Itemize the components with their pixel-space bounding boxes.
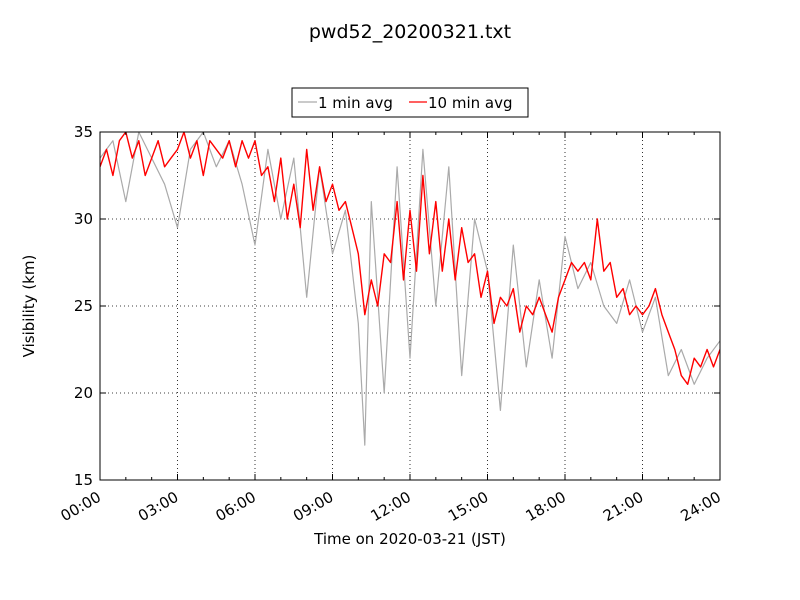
x-axis-label: Time on 2020-03-21 (JST) — [313, 530, 506, 548]
x-tick-label: 09:00 — [290, 488, 336, 525]
legend: 1 min avg 10 min avg — [291, 87, 529, 118]
x-tick-label: 06:00 — [213, 488, 259, 525]
y-tick-label: 30 — [74, 210, 93, 228]
x-tick-label: 12:00 — [368, 488, 414, 525]
x-tick-label: 03:00 — [135, 488, 181, 525]
y-tick-label: 25 — [74, 297, 93, 315]
series-line-10-min-avg — [100, 132, 720, 385]
x-tick-label: 18:00 — [523, 488, 569, 525]
x-tick-label: 24:00 — [678, 488, 724, 525]
x-tick-label: 00:00 — [58, 488, 104, 525]
y-tick-label: 15 — [74, 471, 93, 489]
series-layer — [100, 132, 720, 446]
ticks: 00:00 03:00 06:00 09:00 12:00 15:00 18:00 21:00… — [58, 123, 724, 525]
x-tick-label: 21:00 — [600, 488, 646, 525]
grid — [100, 132, 720, 480]
y-tick-label: 35 — [74, 123, 93, 141]
legend-label-1-min-avg: 1 min avg — [318, 94, 393, 112]
chart-title: pwd52_20200321.txt — [309, 21, 511, 43]
series-line-1-min-avg — [100, 132, 720, 446]
x-tick-label: 15:00 — [445, 488, 491, 525]
y-tick-label: 20 — [74, 384, 93, 402]
y-axis-label: Visibility (km) — [20, 255, 38, 358]
legend-label-10-min-avg: 10 min avg — [428, 94, 513, 112]
